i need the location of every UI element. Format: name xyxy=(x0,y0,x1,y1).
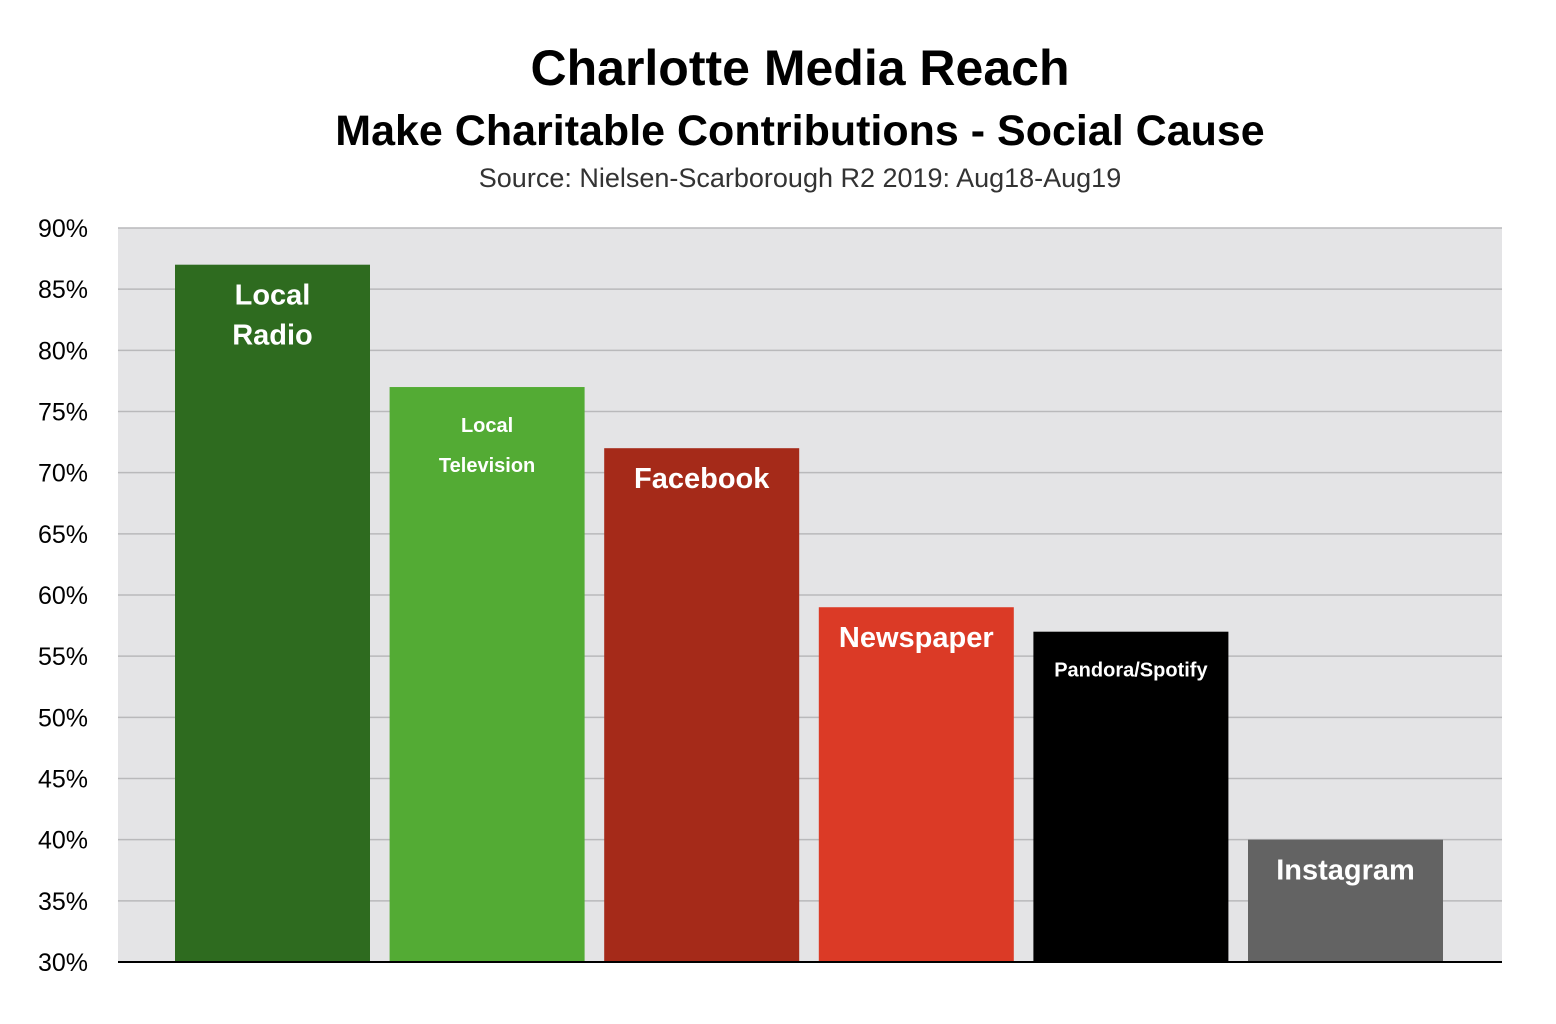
bar xyxy=(389,387,585,962)
bar-label: Facebook xyxy=(634,463,770,495)
y-tick-label: 70% xyxy=(38,460,88,488)
y-tick-label: 45% xyxy=(38,766,88,794)
bar xyxy=(1033,631,1229,962)
y-tick-label: 85% xyxy=(38,276,88,304)
bar xyxy=(1248,839,1443,962)
bars: Local Radio Local Television Facebook Newspap… xyxy=(175,264,1443,962)
bar xyxy=(818,607,1014,962)
bar xyxy=(604,448,800,962)
y-tick-label: 65% xyxy=(38,521,88,549)
chart-title: Charlotte Media Reach xyxy=(530,40,1070,96)
bar-label: Local xyxy=(235,280,311,312)
y-tick-label: 30% xyxy=(38,949,88,977)
bar-label: Television xyxy=(439,455,535,477)
bar-label: Newspaper xyxy=(839,622,994,654)
bar-group: Local Radio xyxy=(175,264,370,962)
bar-label: Instagram xyxy=(1276,855,1415,887)
y-tick-label: 75% xyxy=(38,399,88,427)
bar-group: Facebook xyxy=(604,448,800,962)
y-tick-label: 40% xyxy=(38,827,88,855)
bar-group: Pandora/Spotify xyxy=(1033,631,1229,962)
bar-label: Local xyxy=(461,415,513,437)
bar-label: Pandora/Spotify xyxy=(1054,660,1208,682)
chart-source: Source: Nielsen-Scarborough R2 2019: Aug… xyxy=(478,163,1122,193)
bar-label: Radio xyxy=(232,320,313,352)
y-tick-label: 50% xyxy=(38,704,88,732)
y-tick-label: 90% xyxy=(38,215,88,243)
bar xyxy=(175,264,370,962)
bar-group: Instagram xyxy=(1248,839,1443,962)
y-tick-label: 35% xyxy=(38,888,88,916)
y-tick-label: 80% xyxy=(38,337,88,365)
y-axis-ticks: 30% 35% 40% 45% 50% 55% 60% 65% 70% 75% 80% 85% 90% xyxy=(38,215,88,977)
chart-subtitle: Make Charitable Contributions - Social C… xyxy=(335,107,1265,155)
y-tick-label: 55% xyxy=(38,643,88,671)
y-tick-label: 60% xyxy=(38,582,88,610)
bar-group: Newspaper xyxy=(818,607,1014,962)
bar-group: Local Television xyxy=(389,387,585,962)
